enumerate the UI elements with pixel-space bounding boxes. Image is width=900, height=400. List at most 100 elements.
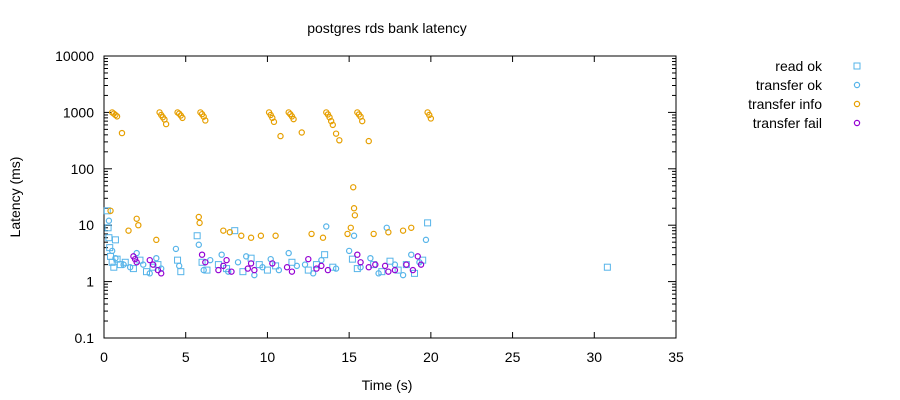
- transfer-fail-point: [391, 266, 399, 274]
- transfer-info-point: [359, 117, 366, 125]
- transfer-info-point: [399, 227, 407, 234]
- read-ok-point: [239, 268, 247, 276]
- read-ok-point: [353, 265, 361, 273]
- legend-marker: [853, 81, 861, 89]
- transfer-fail-point: [131, 255, 139, 263]
- transfer-fail-point: [417, 261, 425, 268]
- transfer-fail-point: [313, 265, 320, 272]
- transfer-fail-point: [228, 268, 235, 275]
- read-ok-point: [348, 255, 356, 263]
- transfer-ok-point: [105, 217, 113, 224]
- transfer-info-point: [385, 229, 392, 236]
- transfer-info-point: [226, 229, 234, 236]
- transfer-info-point: [308, 230, 315, 238]
- data-points: [103, 109, 611, 279]
- read-ok-point: [142, 268, 150, 276]
- transfer-info-point: [133, 215, 140, 222]
- read-ok-point: [174, 256, 182, 264]
- read-ok-point: [329, 263, 337, 271]
- transfer-ok-point: [108, 247, 116, 255]
- transfer-fail-point: [198, 251, 206, 258]
- legend-marker: [853, 119, 861, 127]
- transfer-info-point: [200, 113, 207, 120]
- transfer-ok-point: [309, 270, 317, 277]
- y-tick-label: 100: [71, 161, 95, 177]
- transfer-ok-point: [275, 266, 283, 274]
- transfer-fail-point: [220, 262, 227, 270]
- transfer-ok-point: [153, 254, 160, 262]
- read-ok-point: [304, 266, 312, 274]
- transfer-fail-point: [247, 260, 255, 267]
- read-ok-point: [321, 251, 329, 259]
- transfer-fail-point: [318, 262, 325, 270]
- transfer-ok-point: [251, 271, 258, 279]
- x-tick-label: 5: [182, 349, 190, 365]
- transfer-fail-point: [354, 251, 361, 258]
- transfer-ok-point: [175, 262, 183, 270]
- transfer-fail-point: [414, 253, 421, 260]
- transfer-ok-point: [318, 256, 325, 264]
- transfer-info-point: [408, 224, 415, 231]
- transfer-info-point: [162, 120, 170, 128]
- y-tick-label: 1: [86, 274, 94, 290]
- transfer-info-point: [351, 212, 359, 219]
- transfer-ok-point: [422, 236, 430, 244]
- transfer-info-point: [238, 232, 245, 239]
- transfer-info-point: [272, 232, 279, 239]
- transfer-ok-point: [367, 254, 374, 262]
- y-tick-label: 10: [78, 217, 94, 233]
- transfer-info-point: [112, 111, 119, 119]
- read-ok-point: [104, 224, 112, 232]
- transfer-ok-point: [242, 253, 250, 260]
- transfer-info-point: [319, 234, 327, 241]
- x-axis-label: Time (s): [362, 377, 413, 393]
- read-ok-point: [111, 236, 119, 244]
- transfer-info-point: [344, 230, 351, 238]
- transfer-info-point: [247, 234, 255, 241]
- transfer-ok-point: [350, 232, 358, 239]
- x-tick-label: 30: [586, 349, 602, 365]
- transfer-ok-point: [323, 223, 330, 230]
- read-ok-point: [129, 265, 137, 273]
- transfer-fail-point: [324, 266, 332, 274]
- transfer-fail-point: [244, 265, 252, 272]
- transfer-info-point: [195, 213, 202, 221]
- legend-label: read ok: [775, 58, 823, 74]
- x-tick-label: 20: [423, 349, 439, 365]
- transfer-info-point: [365, 137, 372, 145]
- transfer-info-point: [332, 130, 340, 137]
- transfer-ok-point: [293, 262, 301, 270]
- transfer-ok-point: [408, 251, 415, 258]
- legend-label: transfer ok: [756, 77, 823, 93]
- transfer-info-point: [327, 117, 335, 125]
- transfer-info-point: [290, 115, 297, 123]
- transfer-info-point: [125, 227, 132, 234]
- read-ok-point: [370, 261, 378, 269]
- read-ok-point: [203, 266, 211, 274]
- read-ok-point: [105, 234, 113, 242]
- read-ok-point: [116, 261, 124, 269]
- transfer-fail-point: [409, 266, 417, 274]
- transfer-info-point: [270, 118, 278, 126]
- x-tick-label: 15: [341, 349, 357, 365]
- transfer-ok-point: [218, 251, 225, 258]
- x-tick-label: 10: [260, 349, 276, 365]
- transfer-ok-point: [259, 264, 266, 271]
- x-tick-label: 35: [668, 349, 684, 365]
- transfer-ok-point: [195, 241, 202, 248]
- transfer-fail-point: [154, 266, 162, 274]
- transfer-ok-point: [285, 249, 292, 257]
- transfer-info-point: [347, 224, 354, 231]
- transfer-fail-point: [251, 266, 258, 274]
- transfer-info-point: [298, 129, 305, 136]
- transfer-fail-point: [357, 259, 364, 266]
- transfer-ok-point: [234, 259, 242, 266]
- transfer-info-point: [350, 184, 357, 191]
- transfer-info-point: [427, 115, 435, 122]
- read-ok-point: [177, 268, 185, 276]
- read-ok-point: [424, 219, 432, 227]
- chart-title: postgres rds bank latency: [307, 20, 467, 36]
- transfer-info-point: [326, 114, 333, 121]
- transfer-info-point: [197, 109, 204, 116]
- transfer-info-point: [202, 117, 209, 124]
